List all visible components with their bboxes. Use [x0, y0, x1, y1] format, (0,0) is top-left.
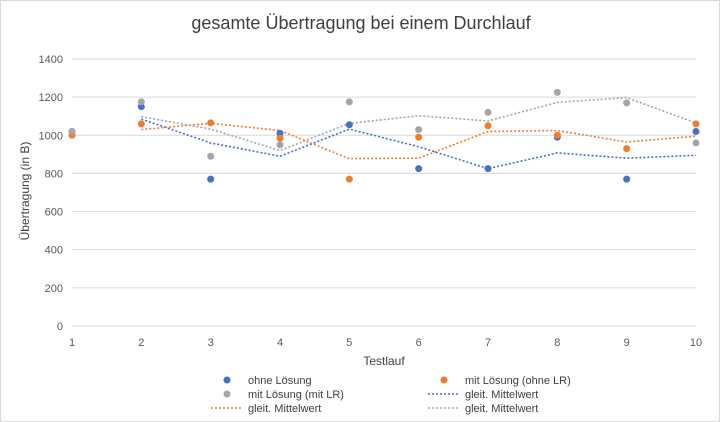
data-points — [68, 88, 700, 183]
legend-marker — [223, 376, 231, 384]
data-point — [207, 119, 215, 127]
data-point — [484, 108, 492, 116]
y-tick-label: 800 — [45, 168, 63, 180]
data-point — [623, 145, 631, 153]
x-tick-label: 5 — [346, 337, 352, 349]
gridlines — [72, 58, 696, 327]
chart-title: gesamte Übertragung bei einem Durchlauf — [191, 13, 531, 33]
legend-entry: gleit. Mittelwert — [428, 403, 538, 415]
legend-label: mit Lösung (mit LR) — [248, 389, 344, 401]
legend-entry: gleit. Mittelwert — [211, 403, 321, 415]
y-tick-label: 400 — [45, 245, 63, 257]
x-tick-label: 2 — [138, 337, 144, 349]
x-tick-label: 6 — [416, 337, 422, 349]
y-tick-labels: 0 200 400 600 800 1000 1200 1400 — [39, 54, 63, 333]
trendline-moving-average — [141, 122, 697, 160]
legend-entry: mit Lösung (ohne LR) — [440, 375, 571, 387]
legend-marker — [440, 376, 448, 384]
y-tick-label: 1000 — [39, 130, 63, 142]
legend-label: mit Lösung (ohne LR) — [465, 375, 571, 387]
data-point — [692, 139, 700, 147]
trendline-moving-average — [141, 96, 697, 152]
x-axis-title: Testlauf — [363, 354, 405, 368]
data-point — [207, 152, 215, 160]
data-point — [484, 165, 492, 173]
legend-label: gleit. Mittelwert — [465, 389, 538, 401]
legend-entry: mit Lösung (mit LR) — [223, 389, 344, 401]
trendline-moving-average — [141, 118, 697, 170]
legend-entry: gleit. Mittelwert — [428, 389, 538, 401]
data-point — [415, 133, 423, 141]
data-point — [276, 141, 284, 149]
y-tick-label: 1400 — [39, 54, 63, 66]
data-point — [553, 131, 561, 139]
y-tick-label: 600 — [45, 207, 63, 219]
data-point — [415, 126, 423, 134]
data-point — [137, 120, 145, 128]
x-tick-label: 10 — [690, 337, 702, 349]
data-point — [276, 134, 284, 142]
trendlines — [141, 96, 697, 170]
data-point — [484, 122, 492, 130]
legend-marker — [223, 390, 231, 398]
y-tick-label: 200 — [45, 283, 63, 295]
data-point — [553, 88, 561, 96]
data-point — [623, 99, 631, 107]
data-point — [207, 175, 215, 183]
y-tick-label: 0 — [57, 321, 63, 333]
x-tick-label: 4 — [277, 337, 283, 349]
x-tick-label: 9 — [624, 337, 630, 349]
data-point — [345, 98, 353, 106]
data-point — [137, 98, 145, 106]
data-point — [623, 175, 631, 183]
x-tick-label: 3 — [208, 337, 214, 349]
data-point — [68, 127, 76, 135]
data-point — [415, 165, 423, 173]
x-tick-label: 1 — [69, 337, 75, 349]
legend-label: ohne Lösung — [248, 375, 312, 387]
data-point — [692, 127, 700, 135]
x-tick-labels: 1 2 3 4 5 6 7 8 9 10 — [69, 337, 702, 349]
data-point — [345, 121, 353, 129]
legend-label: gleit. Mittelwert — [465, 403, 538, 415]
x-tick-label: 8 — [554, 337, 560, 349]
y-axis-title: Übertragung (in B) — [18, 142, 32, 241]
legend-label: gleit. Mittelwert — [248, 403, 321, 415]
data-point — [345, 175, 353, 183]
data-point — [692, 120, 700, 128]
y-tick-label: 1200 — [39, 92, 63, 104]
legend-entry: ohne Lösung — [223, 375, 312, 387]
legend: ohne Lösung mit Lösung (ohne LR) mit Lösun… — [211, 375, 571, 415]
x-tick-label: 7 — [485, 337, 491, 349]
